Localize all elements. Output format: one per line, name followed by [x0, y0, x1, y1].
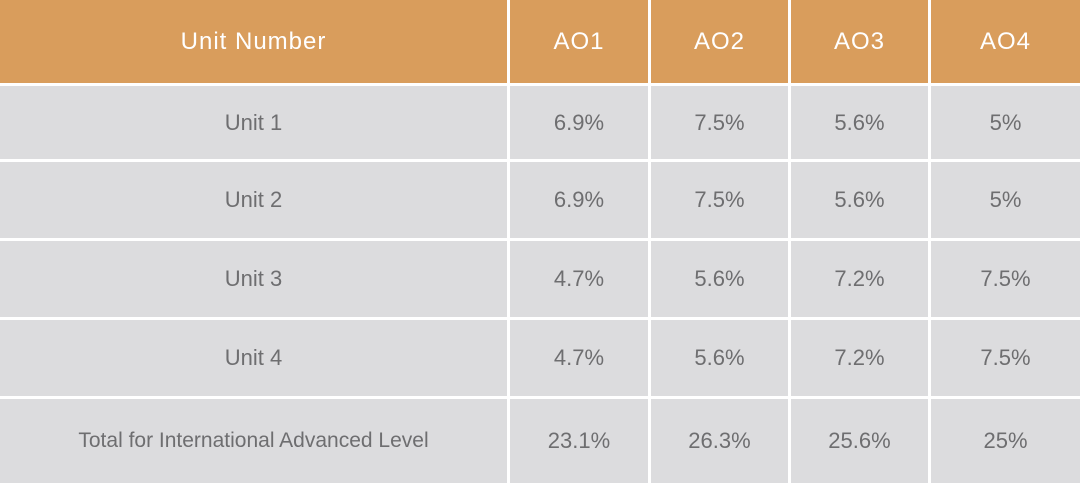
table-row-unit-2: Unit 2 6.9% 7.5% 5.6% 5%	[0, 162, 1080, 241]
table-row-unit-3: Unit 3 4.7% 5.6% 7.2% 7.5%	[0, 241, 1080, 320]
header-ao3: AO3	[791, 0, 931, 86]
cell-ao1: 4.7%	[510, 320, 651, 399]
cell-ao4: 7.5%	[931, 320, 1080, 399]
cell-ao4: 25%	[931, 399, 1080, 483]
cell-unit-label: Unit 4	[0, 320, 510, 399]
table-body: Unit 1 6.9% 7.5% 5.6% 5% Unit 2 6.9% 7.5…	[0, 86, 1080, 483]
cell-ao3: 7.2%	[791, 241, 931, 320]
table-header: Unit Number AO1 AO2 AO3 AO4	[0, 0, 1080, 86]
cell-unit-label: Unit 2	[0, 162, 510, 241]
header-row: Unit Number AO1 AO2 AO3 AO4	[0, 0, 1080, 86]
cell-ao4: 7.5%	[931, 241, 1080, 320]
header-ao2: AO2	[651, 0, 791, 86]
header-unit-number: Unit Number	[0, 0, 510, 86]
cell-ao2: 7.5%	[651, 162, 791, 241]
cell-ao1: 6.9%	[510, 86, 651, 162]
assessment-weighting-table: Unit Number AO1 AO2 AO3 AO4 Unit 1 6.9% …	[0, 0, 1080, 483]
header-ao4: AO4	[931, 0, 1080, 86]
cell-ao2: 5.6%	[651, 320, 791, 399]
table-row-total: Total for International Advanced Level 2…	[0, 399, 1080, 483]
cell-ao1: 23.1%	[510, 399, 651, 483]
cell-ao3: 7.2%	[791, 320, 931, 399]
cell-ao4: 5%	[931, 162, 1080, 241]
header-ao1: AO1	[510, 0, 651, 86]
table-row-unit-1: Unit 1 6.9% 7.5% 5.6% 5%	[0, 86, 1080, 162]
cell-unit-label: Unit 3	[0, 241, 510, 320]
cell-ao1: 4.7%	[510, 241, 651, 320]
cell-ao4: 5%	[931, 86, 1080, 162]
cell-ao2: 5.6%	[651, 241, 791, 320]
cell-ao2: 26.3%	[651, 399, 791, 483]
cell-unit-label: Unit 1	[0, 86, 510, 162]
cell-ao2: 7.5%	[651, 86, 791, 162]
cell-ao3: 25.6%	[791, 399, 931, 483]
cell-total-label: Total for International Advanced Level	[0, 399, 510, 483]
cell-ao3: 5.6%	[791, 162, 931, 241]
table-row-unit-4: Unit 4 4.7% 5.6% 7.2% 7.5%	[0, 320, 1080, 399]
cell-ao3: 5.6%	[791, 86, 931, 162]
cell-ao1: 6.9%	[510, 162, 651, 241]
